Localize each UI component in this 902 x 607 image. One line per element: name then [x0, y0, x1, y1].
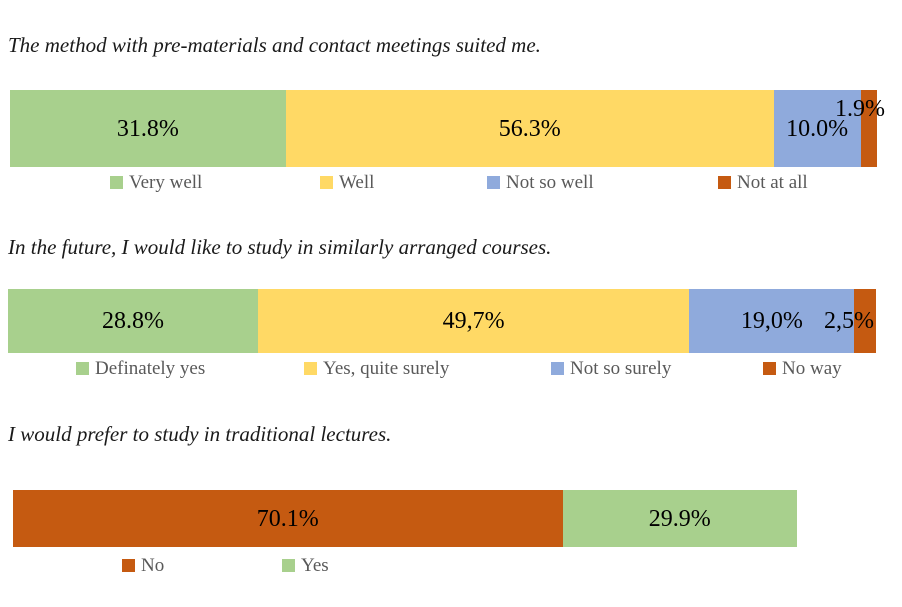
legend-item-label: Yes [301, 554, 329, 576]
legend-item-not-so-surely: Not so surely [551, 358, 671, 378]
legend-item-no: No [122, 555, 164, 575]
legend-item-not-so-well: Not so well [487, 172, 594, 192]
legend-item-label: Not at all [737, 171, 808, 193]
legend-item-label: No [141, 554, 165, 576]
segment-value-label: 2,5% [824, 308, 874, 334]
stacked-bar: 31.8% 56.3% 10.0% 1.9% [10, 90, 885, 167]
legend-swatch [110, 175, 123, 189]
legend-item-label: Definately yes [95, 357, 206, 379]
legend-item-well: Well [320, 172, 374, 192]
stacked-bar: 70.1% 29.9% [13, 490, 797, 547]
chart-title: In the future, I would like to study in … [8, 235, 552, 259]
segment-value-label: 29.9% [648, 505, 711, 532]
bar-segment-no: 70.1% [13, 490, 563, 547]
legend-item-label: Very well [129, 171, 203, 193]
bar-segment-not-so-surely: 19,0% [689, 289, 855, 353]
bar-segment-no-way [854, 289, 876, 353]
segment-value-label: 1.9% [835, 96, 885, 122]
stacked-bar: 28.8% 49,7% 19,0% 2,5% [8, 289, 876, 353]
segment-value-label: 28.8% [101, 308, 164, 334]
bar-segment-yes-quite-surely: 49,7% [257, 289, 690, 353]
segment-value-label: 10.0% [786, 115, 849, 142]
legend-item-not-at-all: Not at all [718, 172, 808, 192]
bar-segment-well: 56.3% [285, 90, 774, 167]
bar-segment-very-well: 31.8% [10, 90, 286, 167]
legend-swatch [76, 361, 89, 375]
segment-value-label: 70.1% [256, 505, 319, 532]
legend-item-very-well: Very well [110, 172, 202, 192]
legend-item-no-way: No way [763, 358, 842, 378]
legend-item-label: Not so surely [570, 357, 672, 379]
legend-swatch [304, 361, 317, 375]
legend-swatch [718, 175, 731, 189]
segment-value-label: 31.8% [116, 115, 179, 142]
bar-segment-not-at-all [860, 90, 877, 167]
bar-segment-not-so-well: 10.0% [773, 90, 861, 167]
legend-item-label: No way [782, 357, 842, 379]
bar-segment-yes: 29.9% [562, 490, 797, 547]
legend-swatch [551, 361, 564, 375]
legend-item-label: Not so well [506, 171, 594, 193]
legend-item-label: Well [339, 171, 375, 193]
legend-item-yes: Yes [282, 555, 329, 575]
chart-title: I would prefer to study in traditional l… [8, 422, 392, 446]
segment-value-label: 56.3% [498, 115, 561, 142]
segment-value-label: 19,0% [740, 308, 803, 334]
legend-swatch [122, 558, 135, 572]
legend-swatch [487, 175, 500, 189]
legend-item-yes-quite-surely: Yes, quite surely [304, 358, 449, 378]
legend-swatch [320, 175, 333, 189]
legend-item-label: Yes, quite surely [323, 357, 450, 379]
chart-title: The method with pre-materials and contac… [8, 33, 541, 57]
legend-item-definately-yes: Definately yes [76, 358, 205, 378]
legend-swatch [763, 361, 776, 375]
legend-swatch [282, 558, 295, 572]
segment-value-label: 49,7% [442, 308, 505, 334]
bar-segment-definately-yes: 28.8% [8, 289, 258, 353]
